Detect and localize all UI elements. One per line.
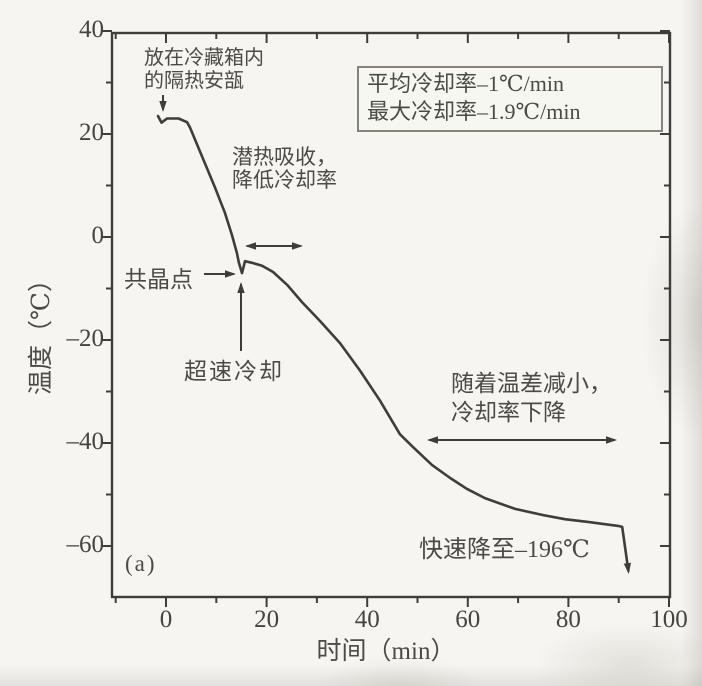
x-tick-label: 20 [254, 606, 280, 633]
y-tick-label: 40 [79, 16, 104, 43]
annotation-rapid-drop: 快速降至–196℃ [419, 537, 590, 563]
x-tick-label: 100 [650, 606, 688, 633]
plot-frame [110, 31, 672, 599]
legend-average-rate: 平均冷却率–1℃/min [367, 71, 564, 96]
annotation-latent-heat: 潜热吸收， 降低冷却率 [232, 145, 337, 192]
y-tick-label: 0 [91, 222, 105, 249]
legend-box: 平均冷却率–1℃/min 最大冷却率–1.9℃/min [357, 66, 663, 132]
cooling-curve-line [156, 114, 630, 572]
annotation-ampoule: 放在冷藏箱内 的隔热安瓿 [144, 47, 264, 92]
y-tick-label: 20 [79, 119, 104, 146]
x-axis-label: 时间（min） [316, 638, 456, 665]
annotation-supercooling: 超速冷却 [184, 359, 284, 384]
x-tick-label: 0 [159, 606, 173, 633]
x-tick-label: 40 [354, 606, 380, 633]
x-tick-label: 80 [555, 606, 581, 633]
annotation-eutectic-point: 共晶点 [124, 267, 193, 292]
legend-max-rate: 最大冷却率–1.9℃/min [367, 99, 581, 124]
y-tick-label: –20 [66, 325, 105, 352]
x-tick-label: 60 [455, 606, 481, 633]
annotation-tempdiff: 随着温差减小， 冷却率下降 [451, 371, 612, 425]
y-tick-label: –40 [66, 428, 105, 455]
panel-label: (a) [125, 551, 157, 576]
y-tick-label: –60 [66, 531, 105, 558]
